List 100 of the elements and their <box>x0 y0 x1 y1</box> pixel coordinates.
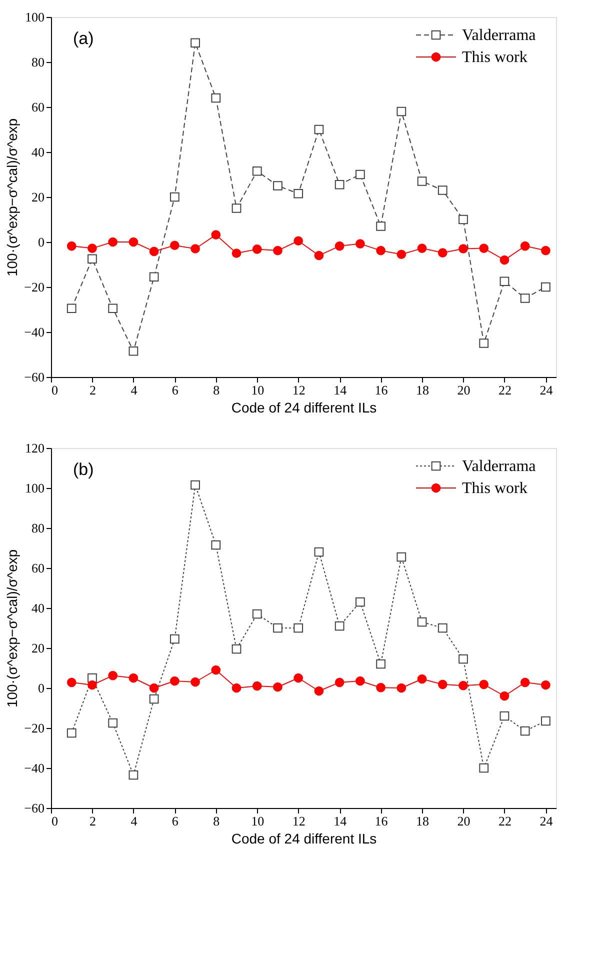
y-tick-label: −60 <box>24 800 44 816</box>
point <box>66 241 76 251</box>
x-tick-label: 14 <box>334 814 348 828</box>
point <box>232 644 242 654</box>
point <box>500 276 510 286</box>
point <box>252 609 262 619</box>
point <box>417 244 427 253</box>
point <box>211 93 221 103</box>
point <box>294 188 304 198</box>
point <box>252 244 262 254</box>
x-tick-label: 8 <box>213 382 220 398</box>
point <box>396 250 406 260</box>
x-tick-label: 2 <box>89 814 96 828</box>
x-tick-label: 20 <box>457 382 470 398</box>
point <box>479 244 489 253</box>
point <box>252 166 262 176</box>
point <box>520 726 530 736</box>
point <box>149 683 159 693</box>
point <box>356 239 365 248</box>
x-tick-label: 4 <box>130 382 138 398</box>
y-tick-label: 60 <box>32 560 44 576</box>
point <box>211 230 221 240</box>
point <box>334 180 344 190</box>
point <box>273 682 282 692</box>
point <box>170 192 180 202</box>
point <box>108 670 118 680</box>
point <box>190 244 200 254</box>
y-tick-label: 120 <box>25 440 44 456</box>
y-tick-label: 80 <box>32 520 44 536</box>
point <box>170 676 180 686</box>
x-tick-label: 6 <box>172 814 179 828</box>
point <box>314 250 324 260</box>
x-tick-label: 24 <box>540 382 554 398</box>
point <box>500 691 510 701</box>
point <box>108 718 118 728</box>
point <box>500 711 510 721</box>
y-tick-label: 60 <box>32 100 44 114</box>
x-tick-label: 22 <box>498 382 512 398</box>
point <box>396 683 406 693</box>
annotation: (b) <box>73 460 94 479</box>
point <box>458 214 468 224</box>
legend-label: Valderrama <box>462 458 536 475</box>
point <box>149 246 159 256</box>
y-tick-label: 40 <box>32 144 44 160</box>
point <box>438 248 448 258</box>
point <box>252 681 262 691</box>
point <box>458 654 468 664</box>
point <box>273 181 282 190</box>
x-tick-label: 18 <box>416 814 430 828</box>
point <box>232 248 242 258</box>
y-tick-label: 20 <box>32 190 44 204</box>
y-tick-label: 100 <box>25 480 44 496</box>
point <box>170 634 180 644</box>
y-tick-label: 20 <box>32 640 44 656</box>
point <box>66 678 76 688</box>
y-tick-label: −40 <box>24 324 44 340</box>
point <box>376 246 386 256</box>
point <box>294 673 304 683</box>
point <box>541 282 550 292</box>
point <box>273 246 282 256</box>
point <box>149 694 159 704</box>
point <box>108 304 118 314</box>
point <box>356 676 365 686</box>
x-tick-label: 0 <box>52 382 58 398</box>
x-tick-label: 0 <box>52 814 58 828</box>
y-tick-label: −20 <box>24 280 44 294</box>
point <box>294 623 304 633</box>
point <box>273 623 282 633</box>
point <box>376 659 386 669</box>
x-tick-label: 10 <box>251 814 264 828</box>
point <box>88 680 97 690</box>
y-tick-label: 0 <box>38 234 44 250</box>
y-tick-label: 0 <box>38 680 44 696</box>
point <box>190 38 200 48</box>
y-tick-label: −40 <box>24 760 44 776</box>
point <box>376 222 386 231</box>
point <box>356 597 365 607</box>
point <box>170 240 180 250</box>
point <box>88 244 97 253</box>
y-tick-label: 80 <box>32 54 44 70</box>
point <box>190 480 200 490</box>
x-axis-title: Code of 24 different ILs <box>231 400 377 416</box>
legend-label: This work <box>462 480 528 497</box>
x-tick-label: 2 <box>89 382 96 398</box>
point <box>438 680 448 690</box>
x-tick-label: 18 <box>416 382 430 398</box>
point <box>458 244 468 254</box>
x-tick-label: 16 <box>374 814 388 828</box>
point <box>294 236 304 246</box>
x-tick-label: 24 <box>540 814 554 828</box>
point <box>520 294 530 303</box>
point <box>334 678 344 688</box>
annotation: (a) <box>73 29 94 48</box>
legend-label: Valderrama <box>462 27 536 44</box>
x-tick-label: 12 <box>292 382 306 398</box>
x-tick-label: 10 <box>251 382 264 398</box>
point <box>211 540 221 550</box>
x-tick-label: 16 <box>374 382 388 398</box>
point <box>541 716 550 726</box>
point <box>500 255 510 265</box>
